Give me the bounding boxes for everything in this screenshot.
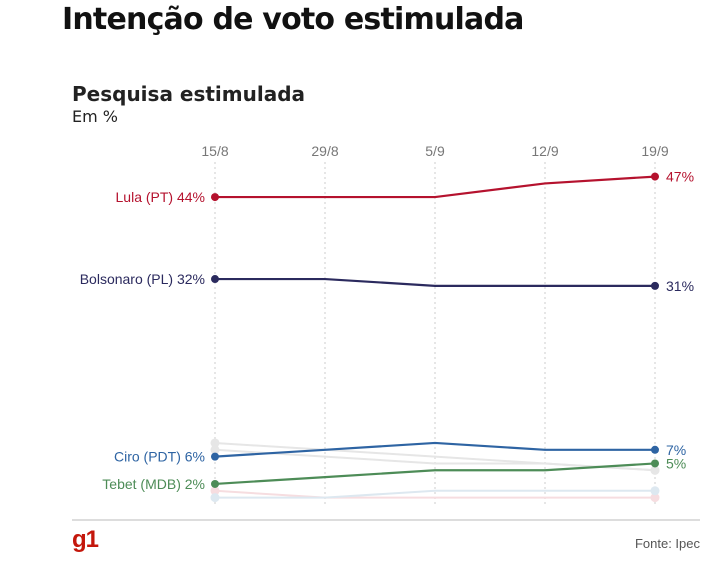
series-line-ciro-pdt [214,441,655,458]
series-line-bolsonaro-pl [215,277,655,287]
series-end-point-other-4 [650,486,660,496]
series-start-point-other-3 [210,486,220,496]
g1-logo: g1 [72,526,99,553]
series-line-other-3 [214,489,655,499]
source-note: Fonte: Ipec [634,536,700,551]
series-start-label-bolsonaro-pl: Bolsonaro (PL) 32% [80,271,205,287]
x-tick-label: 5/9 [425,143,445,159]
series-end-point-lula-pt [651,172,659,181]
series-end-label-lula-pt: 47% [666,169,694,185]
series-end-point-tebet-mdb [651,459,659,468]
x-tick-label: 29/8 [311,143,338,159]
series-end-label-bolsonaro-pl: 31% [666,278,694,294]
series-start-point-bolsonaro-pl [211,275,219,284]
series-line-other-4 [215,489,655,499]
series-end-point-bolsonaro-pl [651,281,659,290]
series-start-point-tebet-mdb [211,479,219,488]
series-start-point-other-2 [210,445,220,455]
series-start-point-lula-pt [211,193,219,202]
x-tick-label: 12/9 [531,143,558,159]
series-line-other-2 [214,448,656,472]
x-tick-label: 19/9 [641,143,668,159]
series-start-point-ciro-pdt [211,452,219,461]
series-end-point-ciro-pdt [651,445,659,454]
series-start-label-ciro-pdt: Ciro (PDT) 6% [114,449,205,465]
series-line-lula-pt [215,175,656,199]
series-end-point-other-2 [650,465,660,475]
chart-title: Pesquisa estimulada [72,82,306,106]
series-line-tebet-mdb [214,462,656,486]
chart-subtitle: Em % [72,107,118,126]
series-start-label-lula-pt: Lula (PT) 44% [116,189,205,205]
series-end-label-tebet-mdb: 5% [666,455,686,471]
series-start-point-other-1 [210,438,220,448]
x-tick-label: 15/8 [201,143,228,159]
series-end-label-ciro-pdt: 7% [666,442,686,458]
series-start-point-other-4 [210,493,220,503]
series-start-label-tebet-mdb: Tebet (MDB) 2% [102,476,205,492]
page-title: Intenção de voto estimulada [62,2,524,37]
series-end-point-other-3 [650,493,660,503]
